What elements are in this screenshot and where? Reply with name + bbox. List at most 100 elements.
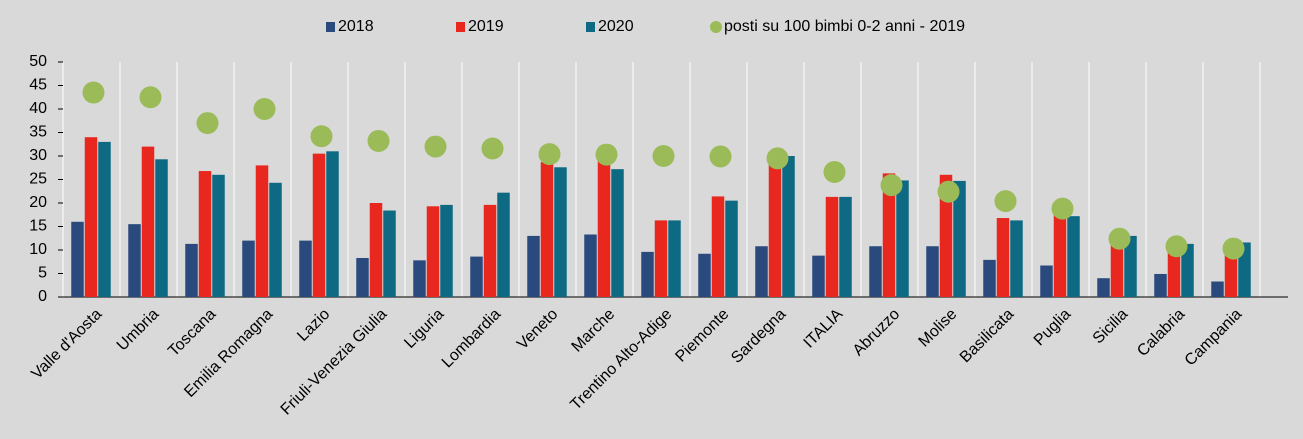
- bar: [1053, 213, 1067, 297]
- bar: [825, 196, 839, 297]
- bar: [198, 171, 212, 297]
- y-tick-label: 30: [29, 147, 47, 164]
- bar: [597, 156, 611, 297]
- bar: [584, 234, 597, 297]
- x-tick-label: Lombardia: [439, 306, 505, 372]
- x-tick-label: Calabria: [1134, 306, 1188, 360]
- bar: [426, 206, 440, 297]
- dot: [823, 160, 846, 183]
- legend-marker: [586, 22, 595, 32]
- dot: [709, 145, 732, 168]
- dot: [196, 112, 219, 135]
- dot: [937, 180, 960, 203]
- x-tick-label: Abruzzo: [850, 306, 904, 360]
- bar: [155, 159, 168, 297]
- bar: [369, 203, 383, 297]
- bar: [996, 218, 1010, 297]
- bar: [212, 174, 225, 297]
- x-tick-label: Marche: [569, 306, 619, 356]
- bar: [413, 260, 426, 297]
- bar: [141, 146, 155, 297]
- bar: [1040, 265, 1053, 297]
- dot: [1165, 235, 1188, 258]
- x-tick-label: Lazio: [294, 306, 333, 345]
- legend-label: 2018: [338, 18, 374, 35]
- bar: [926, 246, 939, 297]
- bar: [1110, 245, 1124, 297]
- legend-label: 2019: [468, 18, 504, 35]
- bar: [383, 210, 396, 297]
- legend-marker: [710, 21, 722, 33]
- dot: [880, 174, 903, 197]
- bar: [71, 221, 84, 297]
- bar: [654, 220, 668, 297]
- dot: [538, 143, 561, 166]
- y-tick-label: 20: [29, 194, 47, 211]
- bar: [1097, 278, 1110, 297]
- x-tick-label: Sicilia: [1090, 306, 1132, 348]
- bar: [540, 162, 554, 297]
- y-tick-label: 40: [29, 100, 47, 117]
- x-tick-label: Trentino Alto-Adige: [567, 306, 675, 414]
- y-tick-label: 0: [38, 288, 47, 305]
- dot: [481, 137, 504, 160]
- y-tick-label: 5: [38, 265, 47, 282]
- y-tick-label: 25: [29, 171, 47, 188]
- x-tick-label: Liguria: [401, 306, 447, 352]
- x-tick-label: Puglia: [1031, 306, 1075, 350]
- dot: [766, 147, 789, 170]
- bar: [896, 180, 909, 297]
- bar: [1154, 273, 1167, 297]
- bar: [356, 257, 369, 297]
- bar: [1067, 216, 1080, 297]
- bar: [869, 246, 882, 297]
- x-tick-label: Umbria: [114, 306, 163, 355]
- bar: [1181, 243, 1194, 297]
- bar: [1211, 281, 1224, 297]
- bar: [698, 253, 711, 297]
- x-tick-label: Campania: [1182, 306, 1246, 370]
- bar: [812, 255, 825, 297]
- bar: [255, 165, 269, 297]
- dot: [367, 129, 390, 152]
- y-tick-label: 50: [29, 53, 47, 70]
- bar: [611, 169, 624, 297]
- bar: [440, 204, 453, 297]
- x-tick-label: Piemonte: [672, 306, 732, 366]
- bar: [312, 153, 326, 297]
- bar: [128, 224, 141, 297]
- bar: [768, 160, 782, 297]
- bar: [839, 196, 852, 297]
- dot: [595, 143, 618, 166]
- bar: [725, 200, 738, 297]
- dot: [424, 135, 447, 158]
- bar: [527, 235, 540, 297]
- bar: [1224, 252, 1238, 297]
- x-tick-label: Molise: [916, 306, 961, 351]
- bar: [668, 220, 681, 297]
- bar: [470, 256, 483, 297]
- x-tick-label: Sardegna: [728, 306, 789, 367]
- bar: [299, 240, 312, 297]
- bar: [483, 204, 497, 297]
- y-tick-label: 35: [29, 124, 47, 141]
- dot: [1222, 237, 1245, 260]
- bar: [755, 246, 768, 297]
- bar: [1010, 220, 1023, 297]
- bar: [641, 251, 654, 297]
- x-tick-label: Toscana: [165, 306, 219, 360]
- dot: [253, 98, 276, 120]
- bar: [269, 182, 282, 297]
- bar: [711, 196, 725, 297]
- bar: [1124, 235, 1137, 297]
- bar: [242, 240, 255, 297]
- bar: [326, 151, 339, 297]
- x-tick-label: Veneto: [514, 306, 561, 353]
- legend-label: posti su 100 bimbi 0-2 anni - 2019: [724, 18, 965, 35]
- bar: [1167, 247, 1181, 297]
- bar: [953, 180, 966, 297]
- bar: [98, 141, 111, 297]
- dot: [994, 190, 1017, 213]
- bar: [497, 192, 510, 297]
